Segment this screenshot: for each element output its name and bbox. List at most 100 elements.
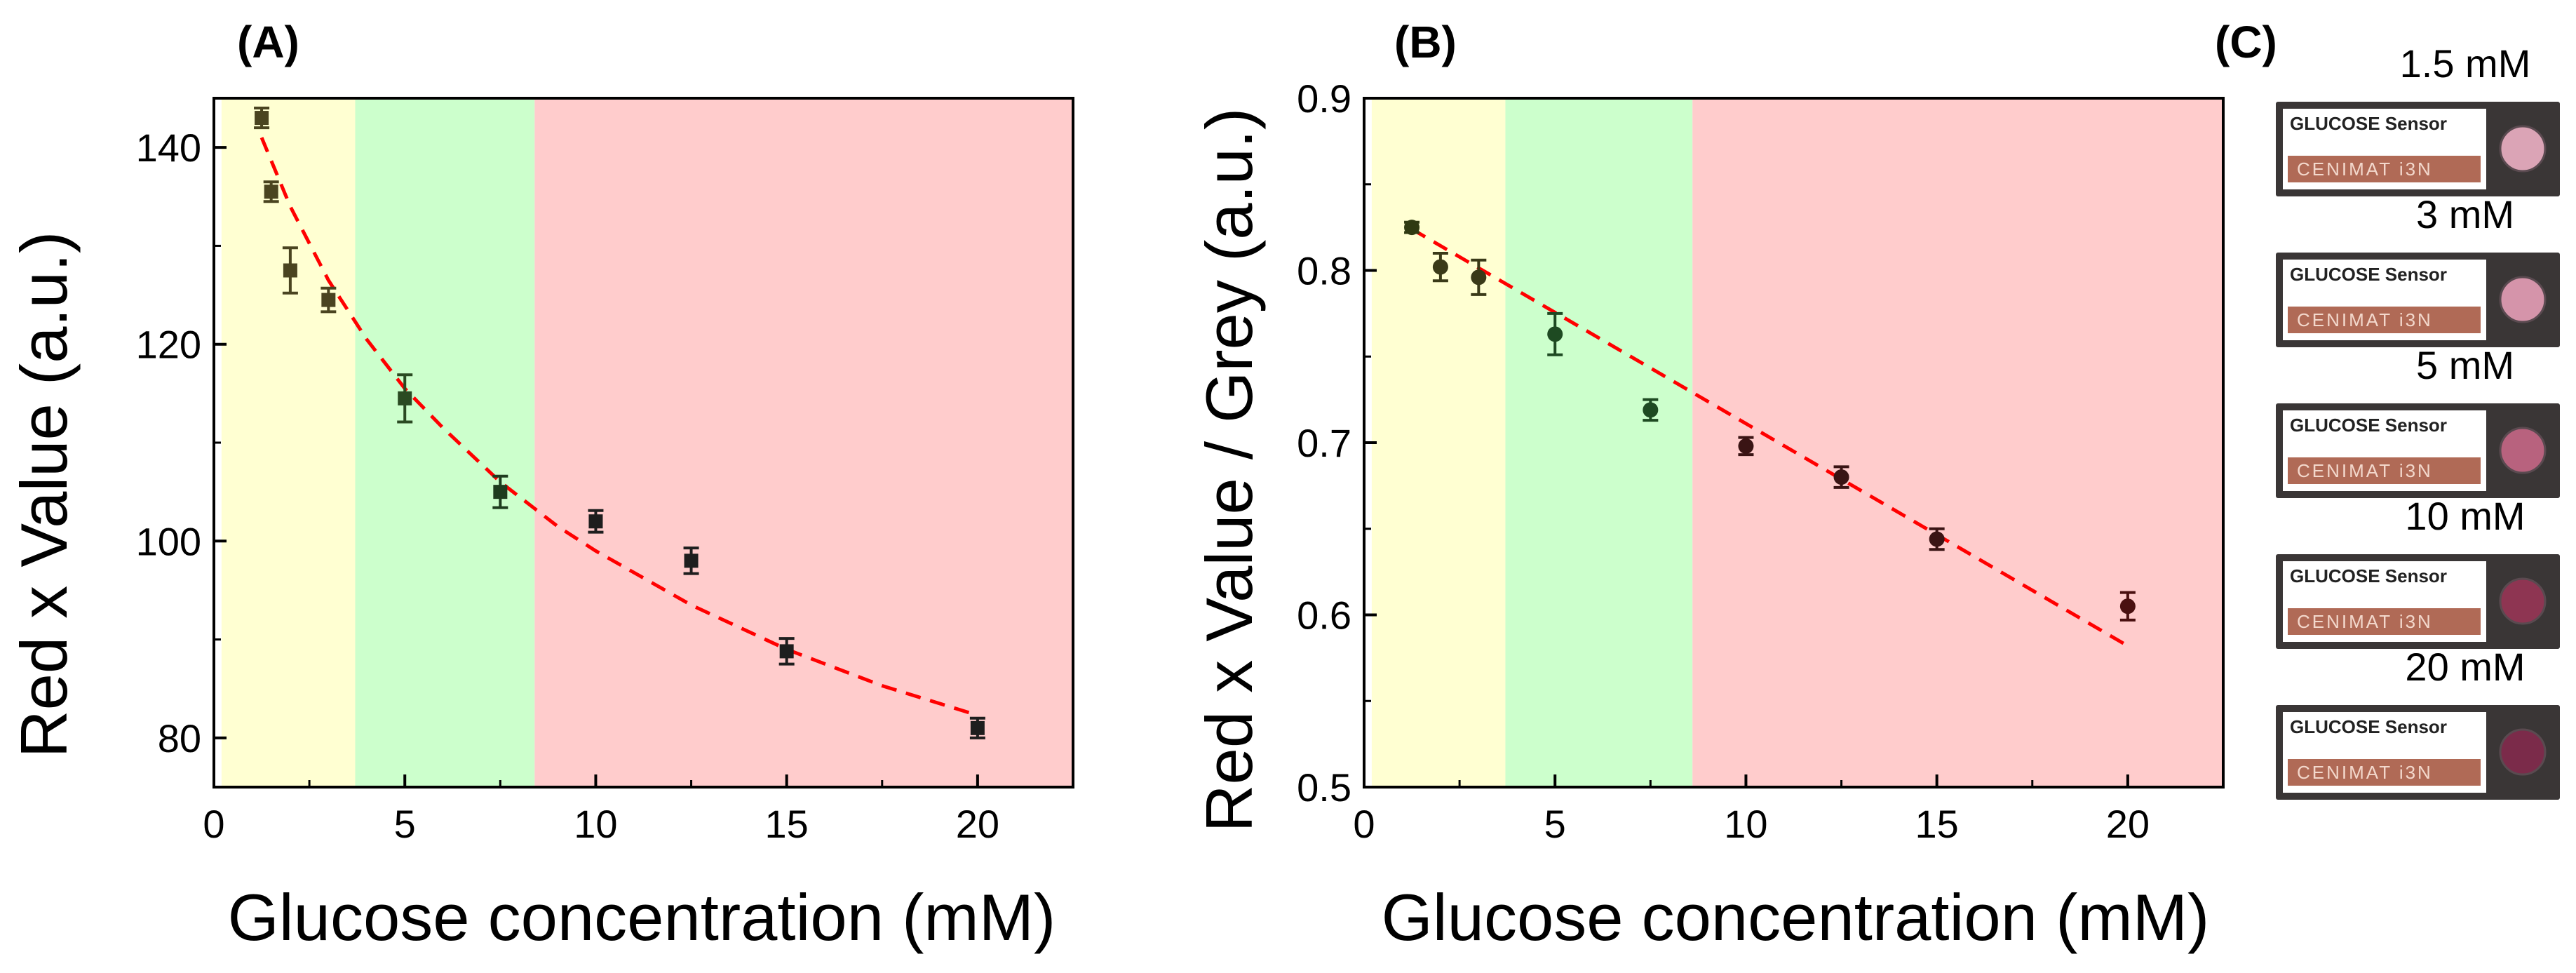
chart-b-y-tick-label: 0.5 xyxy=(1297,765,1351,810)
chart-a-x-axis-title: Glucose concentration (mM) xyxy=(228,880,1056,954)
strip-brand: CENIMAT i3N xyxy=(2297,611,2433,632)
chart-b-marker xyxy=(2119,598,2136,615)
chart-b-data-point xyxy=(1929,527,1945,551)
chart-a-fit-layer xyxy=(259,137,978,717)
strip-concentration-label: 20 mM xyxy=(2405,645,2525,689)
chart-a-marker xyxy=(321,293,336,307)
strip-brand-bar xyxy=(2288,307,2481,333)
strip-title: GLUCOSE Sensor xyxy=(2290,415,2447,436)
chart-b-y-tick-label: 0.6 xyxy=(1297,593,1351,638)
chart-a-data-point xyxy=(492,474,508,509)
chart-a-zone-high xyxy=(534,98,1073,787)
strip-brand-bar xyxy=(2288,759,2481,786)
chart-a-data-point xyxy=(321,286,337,314)
chart-b: 0 5 10 15 20 0.5 0.6 0.7 0.8 0.9 (B) Glucose conc… xyxy=(1192,17,2225,954)
chart-a-y-tick-label: 100 xyxy=(136,519,201,563)
chart-c-panel-label: (C) xyxy=(2215,17,2277,67)
chart-b-points-layer xyxy=(1404,220,2136,622)
chart-b-y-tick-label: 0.9 xyxy=(1297,76,1351,121)
chart-b-data-point xyxy=(1471,258,1487,296)
chart-a-y-tick-label: 120 xyxy=(136,323,201,367)
chart-a: 0 5 10 15 20 80 100 120 140 (A) Glucose concentr… xyxy=(7,17,1074,954)
strip-concentration-label: 3 mM xyxy=(2416,192,2514,236)
strip-concentration-label: 5 mM xyxy=(2416,343,2514,387)
chart-a-marker xyxy=(255,111,269,126)
strip-sensing-well xyxy=(2499,427,2547,474)
chart-b-x-tick-label: 15 xyxy=(1915,802,1959,846)
sensor-strip: 20 mM GLUCOSE Sensor CENIMAT i3N xyxy=(2276,645,2560,800)
chart-b-data-point xyxy=(1833,465,1849,489)
chart-a-y-tick-label: 80 xyxy=(158,716,201,760)
chart-a-x-tick-label: 15 xyxy=(765,802,809,846)
chart-a-x-tick-label: 0 xyxy=(203,802,224,846)
chart-a-zone-low xyxy=(221,98,356,787)
chart-b-marker xyxy=(1432,259,1448,275)
chart-a-data-point xyxy=(778,637,795,666)
chart-b-x-tick-label: 0 xyxy=(1353,802,1375,846)
chart-b-fit-line xyxy=(1410,227,2129,647)
chart-b-y-tick-label: 0.8 xyxy=(1297,249,1351,293)
chart-a-data-point xyxy=(397,373,413,424)
chart-b-data-point xyxy=(2119,591,2136,622)
strip-sensing-well xyxy=(2499,728,2547,776)
chart-a-ticks: 0 5 10 15 20 80 100 120 140 xyxy=(136,126,999,846)
chart-b-data-point xyxy=(1643,398,1659,422)
chart-b-panel-label: (B) xyxy=(1394,17,1457,67)
sensor-strips-panel: (C) 1.5 mM GLUCOSE Sensor CENIMAT i3N 3 mM G… xyxy=(2215,17,2560,800)
strip-brand-bar xyxy=(2288,608,2481,635)
chart-b-zone-mid xyxy=(1505,98,1693,787)
chart-b-zone-low xyxy=(1371,98,1506,787)
chart-a-data-point xyxy=(969,716,985,739)
chart-b-y-axis-title: Red x Value / Grey (a.u.) xyxy=(1192,108,1266,833)
chart-a-marker xyxy=(684,553,699,568)
chart-a-marker xyxy=(970,720,985,735)
chart-a-marker xyxy=(588,514,603,529)
strip-brand: CENIMAT i3N xyxy=(2297,309,2433,330)
chart-b-y-tick-label: 0.7 xyxy=(1297,421,1351,465)
chart-b-x-tick-label: 10 xyxy=(1724,802,1767,846)
chart-a-points-layer xyxy=(254,107,985,739)
chart-b-zones xyxy=(1371,98,2223,787)
chart-b-marker xyxy=(1833,469,1849,485)
chart-b-fit-layer xyxy=(1410,227,2129,647)
chart-b-data-point xyxy=(1738,436,1754,457)
sensor-strip: 10 mM GLUCOSE Sensor CENIMAT i3N xyxy=(2276,494,2560,649)
strip-sensing-well xyxy=(2499,577,2547,625)
chart-a-y-tick-label: 140 xyxy=(136,126,201,170)
chart-a-fit-line xyxy=(259,137,978,717)
chart-a-data-point xyxy=(254,107,270,130)
chart-b-ticks: 0 5 10 15 20 0.5 0.6 0.7 0.8 0.9 xyxy=(1297,76,2150,846)
chart-b-marker xyxy=(1929,531,1945,547)
strip-sensing-well xyxy=(2499,276,2547,323)
sensor-strip: 1.5 mM GLUCOSE Sensor CENIMAT i3N xyxy=(2276,41,2560,196)
strip-title: GLUCOSE Sensor xyxy=(2290,264,2447,285)
chart-b-marker xyxy=(1404,220,1420,236)
sensor-strip: 5 mM GLUCOSE Sensor CENIMAT i3N xyxy=(2276,343,2560,498)
chart-a-panel-label: (A) xyxy=(237,17,299,67)
chart-a-data-point xyxy=(683,546,699,575)
sensor-strips: 1.5 mM GLUCOSE Sensor CENIMAT i3N 3 mM GLUCO… xyxy=(2276,41,2560,800)
strip-concentration-label: 1.5 mM xyxy=(2400,41,2531,86)
strip-title: GLUCOSE Sensor xyxy=(2290,113,2447,134)
chart-a-marker xyxy=(283,263,297,278)
chart-b-marker xyxy=(1738,438,1754,454)
chart-b-x-tick-label: 5 xyxy=(1544,802,1566,846)
chart-a-marker xyxy=(398,391,412,405)
strip-brand: CENIMAT i3N xyxy=(2297,762,2433,783)
chart-b-x-tick-label: 20 xyxy=(2106,802,2150,846)
chart-a-marker xyxy=(264,184,278,199)
strip-brand: CENIMAT i3N xyxy=(2297,460,2433,481)
chart-b-zone-high xyxy=(1692,98,2223,787)
chart-a-x-tick-label: 10 xyxy=(574,802,617,846)
strip-brand: CENIMAT i3N xyxy=(2297,159,2433,180)
sensor-strip: 3 mM GLUCOSE Sensor CENIMAT i3N xyxy=(2276,192,2560,347)
chart-a-data-point xyxy=(282,246,298,295)
strip-title: GLUCOSE Sensor xyxy=(2290,716,2447,737)
chart-a-marker xyxy=(779,644,794,659)
chart-a-data-point xyxy=(588,509,604,534)
chart-a-x-tick-label: 5 xyxy=(394,802,416,846)
strip-title: GLUCOSE Sensor xyxy=(2290,565,2447,586)
strip-brand-bar xyxy=(2288,457,2481,484)
strip-concentration-label: 10 mM xyxy=(2405,494,2525,538)
